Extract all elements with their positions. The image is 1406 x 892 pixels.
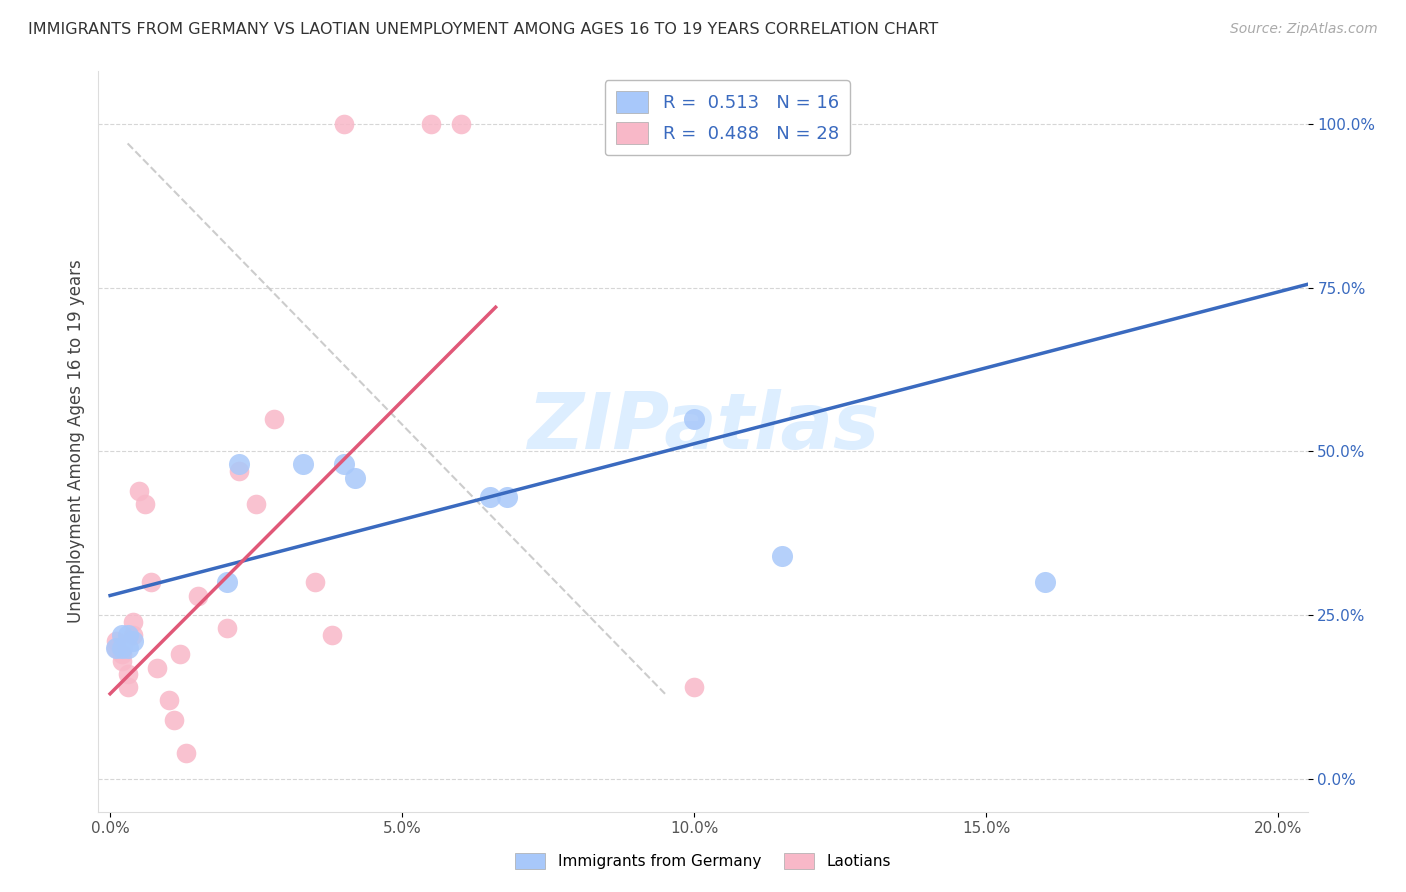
Point <box>291 458 314 472</box>
Point <box>163 713 186 727</box>
Point <box>174 746 197 760</box>
Point <box>169 648 191 662</box>
Point <box>321 628 343 642</box>
Point <box>111 640 134 655</box>
Point <box>450 117 472 131</box>
Point <box>117 680 139 694</box>
Point <box>420 117 443 131</box>
Point <box>1033 575 1056 590</box>
Point <box>146 660 169 674</box>
Point <box>245 497 267 511</box>
Point <box>263 411 285 425</box>
Y-axis label: Unemployment Among Ages 16 to 19 years: Unemployment Among Ages 16 to 19 years <box>66 260 84 624</box>
Point <box>122 628 145 642</box>
Point <box>111 628 134 642</box>
Point <box>496 490 519 504</box>
Point <box>122 634 145 648</box>
Point <box>215 575 238 590</box>
Point <box>683 411 706 425</box>
Point <box>332 117 354 131</box>
Point <box>117 667 139 681</box>
Point <box>304 575 326 590</box>
Point <box>157 693 180 707</box>
Point <box>770 549 793 564</box>
Legend: Immigrants from Germany, Laotians: Immigrants from Germany, Laotians <box>509 847 897 875</box>
Text: ZIPatlas: ZIPatlas <box>527 389 879 465</box>
Point <box>332 458 354 472</box>
Point <box>111 654 134 668</box>
Point <box>228 464 250 478</box>
Point <box>117 628 139 642</box>
Point <box>741 117 763 131</box>
Point <box>187 589 209 603</box>
Legend: R =  0.513   N = 16, R =  0.488   N = 28: R = 0.513 N = 16, R = 0.488 N = 28 <box>605 80 849 155</box>
Point <box>117 640 139 655</box>
Text: Source: ZipAtlas.com: Source: ZipAtlas.com <box>1230 22 1378 37</box>
Point <box>104 634 127 648</box>
Text: IMMIGRANTS FROM GERMANY VS LAOTIAN UNEMPLOYMENT AMONG AGES 16 TO 19 YEARS CORREL: IMMIGRANTS FROM GERMANY VS LAOTIAN UNEMP… <box>28 22 938 37</box>
Point <box>478 490 501 504</box>
Point <box>111 648 134 662</box>
Point <box>344 470 367 484</box>
Point <box>134 497 156 511</box>
Point <box>104 640 127 655</box>
Point <box>139 575 162 590</box>
Point <box>128 483 150 498</box>
Point <box>104 640 127 655</box>
Point <box>215 621 238 635</box>
Point <box>228 458 250 472</box>
Point <box>122 615 145 629</box>
Point <box>683 680 706 694</box>
